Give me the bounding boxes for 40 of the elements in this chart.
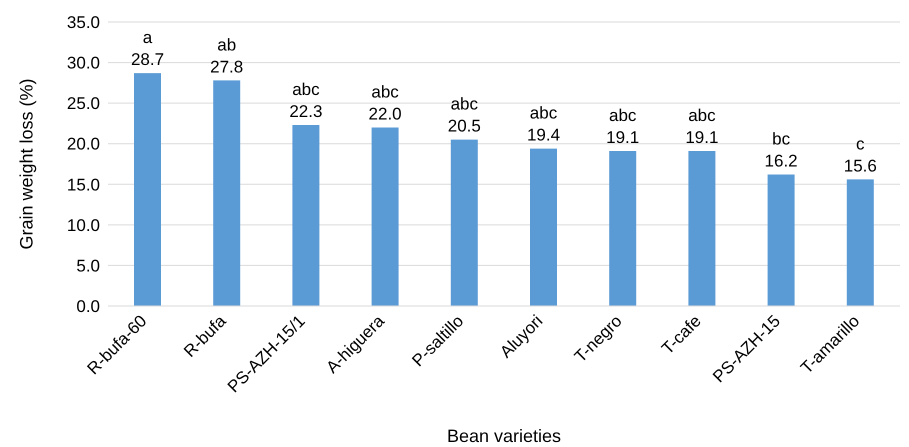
y-tick-label: 35.0: [66, 13, 100, 32]
annotation: abc: [450, 94, 478, 114]
data-label: 16.2: [764, 152, 798, 171]
bar: [768, 174, 795, 306]
y-tick-label: 10.0: [66, 216, 100, 235]
bar: [688, 151, 716, 306]
annotation: bc: [772, 130, 791, 149]
annotation: abc: [608, 106, 637, 126]
y-tick-label: 30.0: [66, 54, 100, 73]
data-label: 19.1: [685, 128, 718, 148]
data-label: 27.8: [210, 57, 244, 76]
data-label: 28.7: [130, 50, 164, 70]
annotation: abc: [371, 82, 400, 102]
y-tick-label: 5.0: [76, 256, 100, 276]
annotation: ab: [217, 35, 236, 54]
bar: [372, 127, 399, 306]
data-label: 20.5: [448, 116, 481, 136]
data-label: 22.3: [289, 102, 322, 122]
annotation: abc: [688, 106, 716, 126]
y-tick-label: 20.0: [66, 134, 100, 154]
data-label: 19.1: [606, 128, 640, 148]
data-label: 19.4: [526, 126, 560, 145]
bar: [846, 179, 874, 306]
y-tick-label: 15.0: [66, 175, 100, 194]
data-label: 22.0: [368, 104, 402, 124]
annotation: c: [856, 134, 866, 154]
y-tick-label: 25.0: [66, 94, 100, 114]
y-axis-title: Grain weight loss (%): [16, 78, 36, 250]
data-label: 15.6: [844, 156, 877, 176]
annotation: abc: [530, 104, 558, 123]
bar: [609, 151, 636, 306]
x-axis-title: Bean varieties: [446, 426, 562, 446]
bar: [292, 125, 320, 306]
bar: [450, 140, 478, 306]
annotation: a: [142, 28, 153, 48]
bar: [213, 80, 240, 306]
bar: [134, 73, 161, 306]
bar: [530, 148, 557, 306]
annotation: abc: [292, 80, 320, 100]
y-tick-label: 0.0: [76, 297, 100, 316]
